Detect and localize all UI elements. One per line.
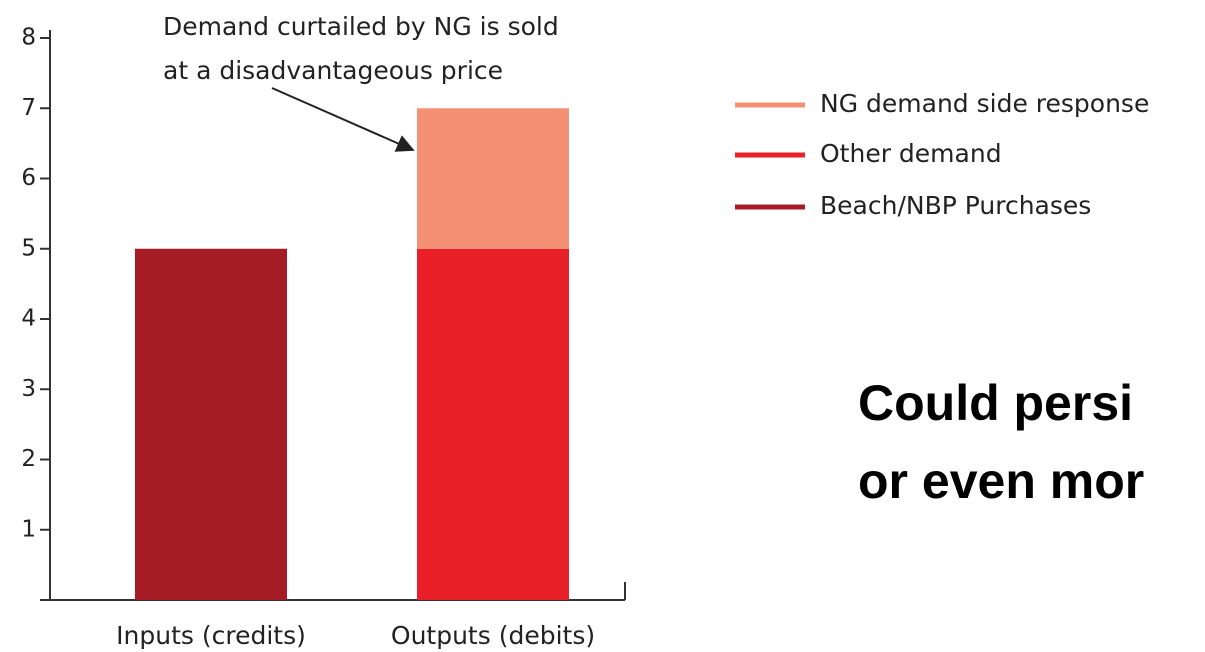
side-text: or even mor	[858, 453, 1144, 509]
bar-segment	[135, 248, 287, 600]
y-tick-label: 1	[21, 516, 36, 542]
annotation: Demand curtailed by NG is sold	[163, 12, 559, 41]
side-text: Could persi	[858, 375, 1133, 431]
annotation-arrow	[271, 87, 415, 152]
bar-segment	[417, 108, 569, 249]
bar-segment	[417, 248, 569, 600]
legend-label: Beach/NBP Purchases	[820, 191, 1091, 220]
legend-label: Other demand	[820, 139, 1002, 168]
y-tick-label: 6	[21, 165, 36, 191]
y-tick-label: 8	[21, 25, 36, 51]
y-tick-label: 4	[21, 306, 36, 332]
y-tick-label: 3	[21, 376, 36, 402]
annotation: at a disadvantageous price	[163, 56, 503, 85]
y-tick-label: 5	[21, 235, 36, 261]
legend-label: NG demand side response	[820, 89, 1149, 118]
x-tick-label: Inputs (credits)	[116, 621, 306, 650]
y-tick-label: 2	[21, 446, 36, 472]
y-tick-label: 7	[21, 95, 36, 121]
x-tick-label: Outputs (debits)	[391, 621, 595, 650]
